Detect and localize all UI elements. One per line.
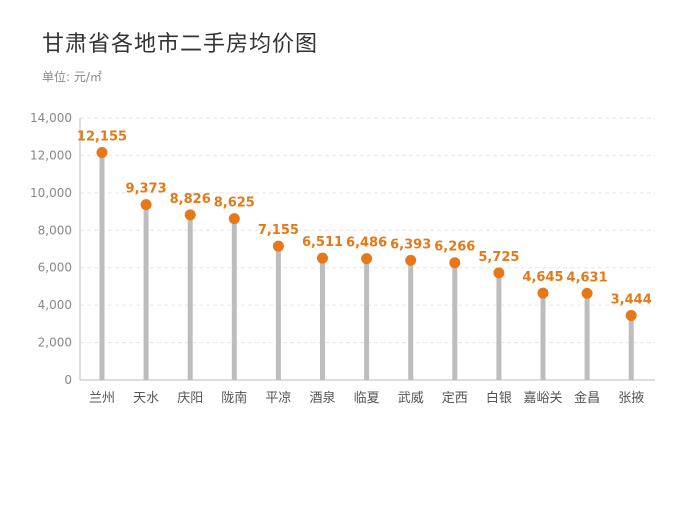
x-tick-label: 嘉峪关 [523, 391, 562, 406]
data-label: 9,373 [126, 182, 167, 197]
y-tick-label: 12,000 [30, 148, 72, 162]
x-tick-label: 张掖 [618, 391, 644, 406]
y-tick-label: 14,000 [30, 111, 72, 125]
data-label: 6,511 [302, 235, 343, 250]
data-label: 7,155 [258, 223, 299, 238]
y-tick-label: 8,000 [38, 223, 72, 237]
data-point [184, 209, 196, 221]
x-tick-label: 定西 [442, 391, 468, 406]
x-tick-label: 白银 [486, 390, 512, 406]
data-point [581, 287, 593, 299]
data-label: 6,393 [390, 237, 431, 252]
data-label: 6,486 [346, 236, 387, 251]
data-label: 3,444 [611, 293, 652, 308]
y-tick-label: 2,000 [38, 336, 72, 350]
data-point [361, 253, 373, 265]
data-label: 12,155 [77, 130, 127, 145]
data-point [537, 287, 549, 299]
data-point [140, 199, 152, 211]
x-tick-label: 兰州 [89, 391, 115, 406]
x-tick-label: 武威 [398, 391, 424, 406]
data-label: 8,625 [214, 196, 255, 211]
data-label: 4,631 [567, 270, 608, 285]
y-tick-label: 10,000 [30, 186, 72, 200]
x-tick-label: 陇南 [221, 390, 247, 406]
data-point [317, 252, 328, 264]
data-point [228, 213, 240, 225]
x-tick-label: 平凉 [265, 391, 291, 406]
data-point [625, 310, 637, 322]
data-label: 8,826 [170, 192, 211, 207]
data-point [272, 240, 284, 252]
data-point [493, 267, 505, 279]
x-tick-label: 酒泉 [309, 390, 335, 406]
y-tick-label: 4,000 [38, 298, 72, 312]
x-tick-label: 庆阳 [177, 391, 203, 406]
chart-title: 甘肃省各地市二手房均价图 [42, 32, 319, 57]
data-point [96, 147, 108, 159]
y-tick-label: 6,000 [38, 261, 72, 275]
x-tick-label: 金昌 [574, 390, 600, 406]
data-label: 4,645 [522, 270, 563, 285]
x-tick-label: 天水 [133, 391, 159, 406]
unit-label: 单位: 元/㎡ [42, 70, 102, 84]
y-tick-label: 0 [64, 373, 72, 387]
data-point [449, 257, 461, 269]
data-label: 6,266 [434, 240, 475, 255]
x-tick-label: 临夏 [354, 391, 380, 406]
data-point [405, 254, 417, 266]
data-label: 5,725 [478, 250, 519, 265]
